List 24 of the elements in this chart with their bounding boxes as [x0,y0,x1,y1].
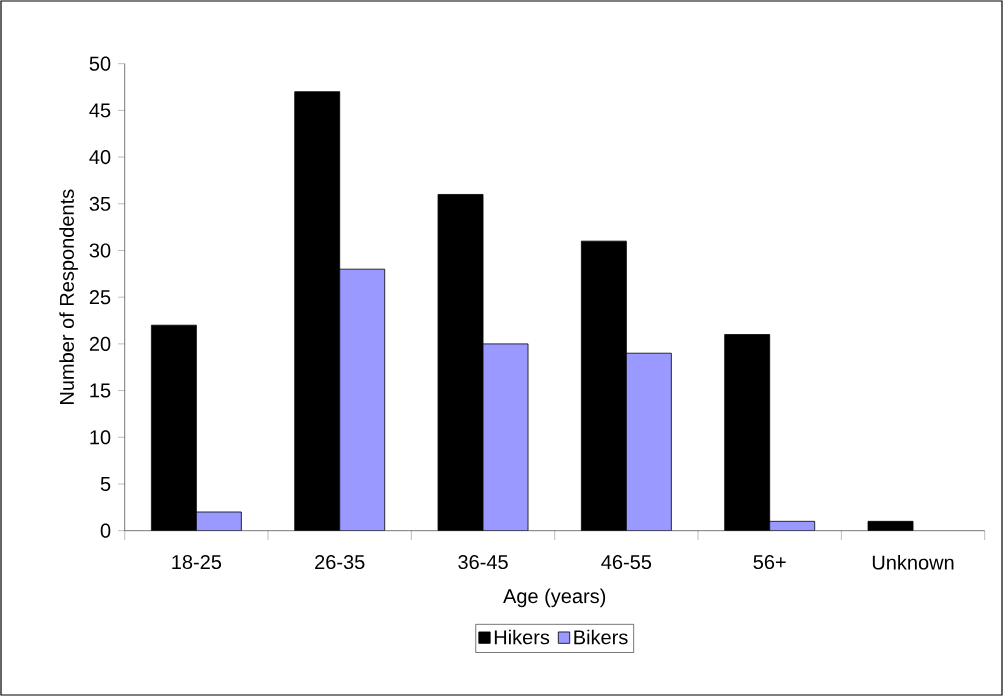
y-tick-label: 15 [90,383,111,398]
y-tick-label: 20 [89,336,111,351]
x-tick-label: 36-45 [458,554,508,570]
y-tick-label: 35 [89,196,111,211]
x-tick-label: 46-55 [601,554,652,570]
x-tick-label: Unknown [872,554,954,570]
x-tick-label: 56+ [753,554,786,570]
bar [482,343,529,531]
y-tick-label: 45 [89,103,111,118]
bar [625,352,672,531]
bar [339,268,386,531]
y-tick-label: 0 [100,523,111,538]
y-axis-title: Number of Respondents [59,189,78,404]
x-axis-title: Age (years) [503,588,606,608]
y-tick-label: 10 [90,430,111,445]
y-tick-label: 30 [89,243,111,258]
y-tick-label: 5 [100,477,111,491]
x-tick-label: 18-25 [172,554,222,570]
legend-label: Hikers [494,629,550,645]
y-tick-label: 25 [89,290,111,305]
legend-label: Bikers [574,629,628,645]
y-tick-label: 40 [89,150,111,165]
x-tick-label: 26-35 [315,554,365,570]
y-tick-label: 50 [89,56,111,71]
